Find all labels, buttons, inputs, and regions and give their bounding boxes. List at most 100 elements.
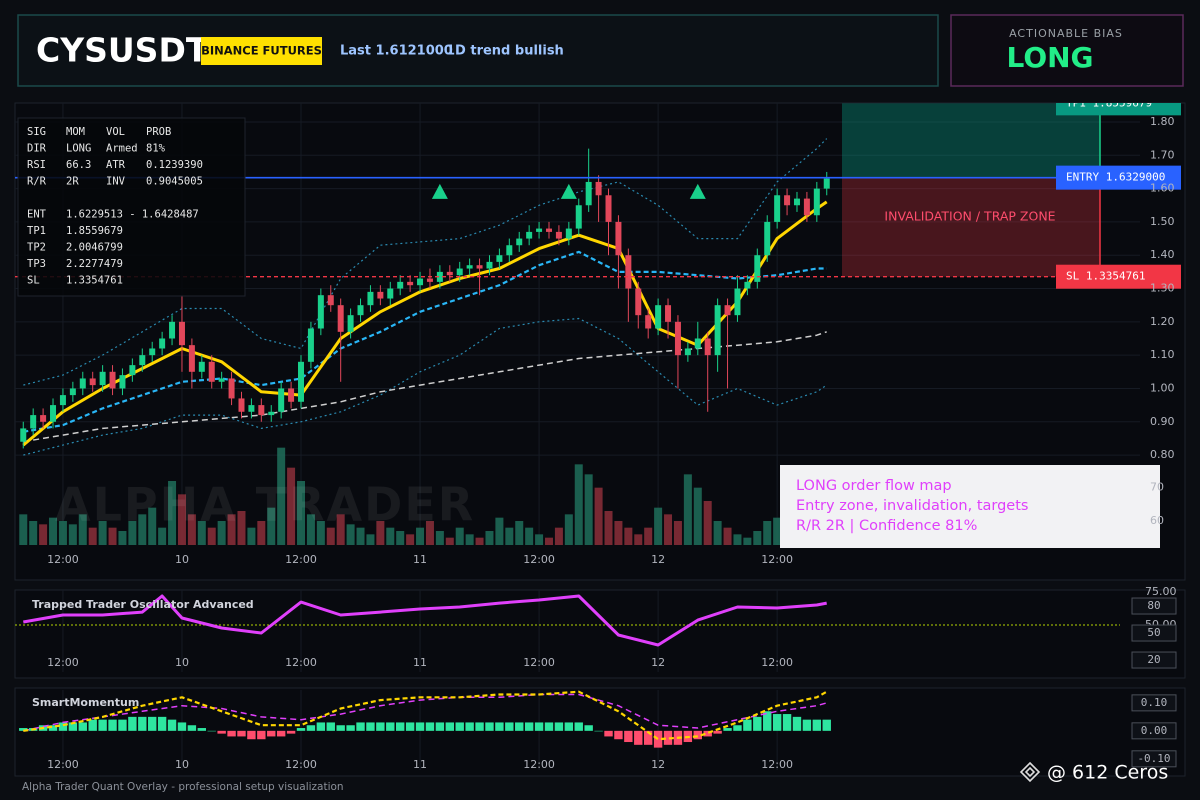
info-cell: 66.3 [66,159,91,171]
momentum-bar [108,719,117,731]
candle-body [645,315,652,329]
momentum-bar [455,722,464,731]
y-tick-label: 1.30 [1150,282,1175,295]
candle-body [139,355,146,366]
candle-body [665,305,672,322]
momentum-bar [445,722,454,731]
x-tick-label: 12:00 [285,656,317,669]
info-cell: SL [27,275,40,287]
volume-bar [505,527,514,545]
volume-bar [396,531,405,545]
candle-body [99,371,106,386]
candle-body [526,231,533,239]
momentum-bar [386,722,395,731]
candle-body [387,288,394,299]
y-tick-box [1131,694,1177,712]
trap-zone [842,177,1100,277]
candle-body [228,378,235,399]
momentum-bar [207,730,216,732]
x-tick-label: 12:00 [47,758,79,771]
info-cell: 1.6229513 - 1.6428487 [66,209,199,221]
momentum-bar [574,722,583,731]
momentum-bar [98,719,107,731]
volume-bar [108,527,117,545]
candle-body [813,188,820,216]
candle-body [754,255,761,282]
candle-body [803,198,810,216]
candle-body [694,338,701,349]
momentum-bar [396,722,405,731]
momentum-bar [703,730,712,737]
volume-bar [217,521,226,545]
y-tick-box [1131,651,1177,669]
x-tick-label: 12:00 [47,656,79,669]
momentum-bar [643,730,653,745]
momentum-line [23,693,827,732]
momentum-bar [763,711,772,731]
info-cell: 81% [146,143,166,155]
momentum-bar [425,722,435,731]
candle-body [536,228,543,232]
volume-bar [475,537,484,545]
volume-bar [654,507,663,545]
momentum-bar [19,728,28,731]
y-tick-label: 0.80 [1150,448,1175,461]
candle-body [79,378,86,389]
candle-body [407,281,414,286]
trend: 1D trend bullish [446,44,564,59]
panel-title: SmartMomentum [32,696,139,709]
candle-body [774,195,781,222]
candle-body [764,221,771,256]
info-cell: INV [106,176,126,188]
volume-bar [485,531,494,545]
volume-bar [316,521,325,545]
volume-bar [187,514,196,545]
volume-bar [425,521,434,545]
x-tick-label: 12:00 [285,553,317,566]
x-tick-label: 12:00 [761,758,793,771]
momentum-bar [118,719,127,731]
candle-body [218,378,225,382]
bias-value: LONG [1006,41,1093,74]
y-tick-label: 1.20 [1150,315,1175,328]
volume-bar [713,521,722,545]
candle-body [208,361,215,382]
momentum-bar [58,722,68,731]
signal-marker [689,183,706,199]
volume-bar [723,527,732,545]
momentum-bar [366,722,375,731]
candle-body [655,305,662,329]
candle-body [50,405,57,422]
candle-body [793,198,800,206]
momentum-bar [505,722,514,731]
y-tick-box [1131,722,1177,740]
candle-body [784,195,791,206]
momentum-bar [68,722,78,731]
momentum-bar [286,730,296,734]
sl-label-bg [1056,264,1181,289]
momentum-bar [614,730,623,740]
zone-label: INVALIDATION / TRAP ZONE [884,209,1055,224]
candle-body [397,281,404,289]
info-cell: RSI [27,159,46,171]
volume-bar [356,527,365,545]
candle-body [367,291,374,306]
volume-bar [564,514,573,545]
y-tick-box [1131,750,1177,768]
candle-body [674,321,681,356]
volume-bar [237,511,246,545]
momentum-bar [316,722,326,731]
momentum-bar [187,725,197,731]
momentum-bar [475,722,484,731]
candle-body [109,371,116,389]
volume-bar [227,514,236,545]
entry-label: ENTRY 1.6329000 [1066,171,1165,184]
momentum-bar [48,725,58,731]
momentum-bar [435,722,445,731]
candle-body [347,315,354,332]
signal-marker [560,183,577,199]
candle-body [69,388,76,396]
candle-body [278,388,285,412]
bias-panel [950,14,1184,87]
y-tick-label: 0.00 [1141,724,1168,737]
